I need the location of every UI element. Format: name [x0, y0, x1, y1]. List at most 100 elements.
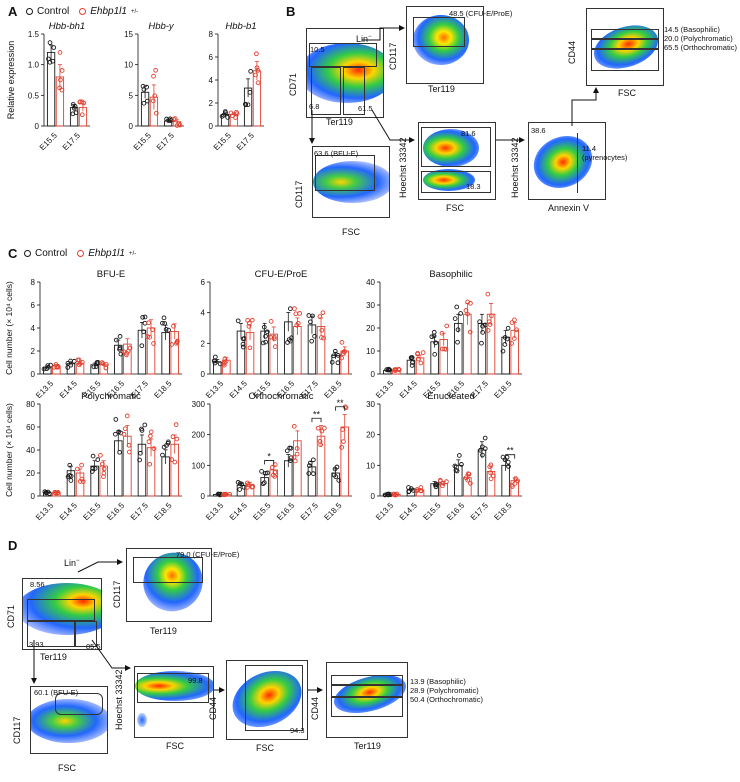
gate-value-annexin-left: 38.6 — [531, 126, 546, 135]
mutant-data-point — [418, 485, 424, 490]
x-tick-label: E14.5 — [58, 501, 80, 523]
control-data-point — [410, 360, 415, 365]
mutant-data-point — [255, 80, 261, 86]
y-tick-label: 0 — [201, 492, 206, 501]
d-axis-fsc-hoechst: FSC — [166, 741, 184, 751]
y-tick-label: 15 — [124, 30, 133, 39]
x-tick-label: E13.5 — [204, 501, 226, 523]
x-tick-label: E15.5 — [421, 501, 443, 523]
y-tick-label: 30 — [366, 301, 375, 310]
control-data-point — [310, 313, 315, 319]
control-data-point — [260, 481, 266, 487]
y-tick-label: 2 — [209, 99, 214, 108]
mutant-data-point — [319, 327, 325, 333]
y-tick-label: 40 — [366, 278, 375, 287]
x-tick-label: E17.5 — [299, 501, 321, 523]
y-tick-label: 60 — [26, 423, 35, 432]
gate-value-hoechst-bottom: 18.3 — [466, 182, 481, 191]
axis-annexin: Annexin V — [548, 203, 590, 213]
mutant-data-point — [510, 484, 515, 489]
mutant-data-point — [512, 317, 517, 323]
mutant-data-point — [146, 320, 151, 326]
mutant-data-point — [294, 322, 300, 328]
control-data-point — [263, 333, 268, 339]
mutant-data-point — [147, 433, 153, 439]
control-data-point — [68, 473, 74, 479]
chart-title: Hbb-y — [148, 21, 175, 32]
d-axis-fsc-cd44: FSC — [256, 743, 274, 753]
mutant-data-point — [122, 426, 128, 432]
control-marker-icon — [24, 250, 31, 257]
control-data-point — [505, 325, 511, 331]
control-data-point — [409, 363, 415, 368]
mutant-data-point — [294, 451, 300, 457]
control-data-point — [160, 452, 165, 458]
control-data-point — [500, 454, 506, 460]
mutant-data-point — [103, 365, 109, 371]
control-data-point — [142, 314, 148, 320]
control-data-point — [140, 314, 146, 320]
control-data-point — [141, 329, 146, 335]
chart-title: Polychromatic — [81, 391, 141, 402]
control-data-point — [235, 318, 241, 324]
mutant-data-point — [152, 93, 158, 99]
x-tick-label: E14.5 — [228, 501, 250, 523]
mutant-data-point — [465, 311, 470, 317]
mutant-data-point — [174, 436, 180, 442]
mutant-data-point — [468, 300, 473, 306]
mutant-data-point — [414, 487, 420, 492]
control-data-point — [306, 471, 312, 476]
x-tick-label: E16.5 — [105, 501, 127, 523]
axis-fsc-hoechst: FSC — [446, 203, 464, 213]
axis-fsc-bfu: FSC — [342, 227, 360, 237]
y-tick-label: 8 — [31, 278, 36, 287]
mutant-data-point — [463, 308, 469, 313]
mutant-data-point — [321, 335, 326, 341]
control-data-point — [408, 486, 414, 492]
mutant-data-point — [415, 351, 420, 357]
gate-value-cfu: 48.5 (CFU-E/ProE) — [449, 9, 513, 18]
control-data-point — [141, 87, 147, 92]
mutant-data-point — [101, 466, 107, 472]
control-data-point — [384, 367, 389, 372]
y-tick-label: 30 — [366, 400, 375, 409]
mutant-data-point — [75, 357, 81, 363]
control-data-point — [260, 340, 266, 346]
mutant-data-point — [444, 323, 450, 329]
gate-value-bfu-plot: 63.6 (BFU-E) — [314, 149, 359, 158]
x-tick-label: E14.5 — [398, 501, 420, 523]
mutant-data-point — [245, 318, 251, 323]
control-data-point — [89, 469, 95, 474]
axis-ter119: Ter119 — [326, 117, 353, 127]
mutant-data-point — [57, 50, 63, 55]
mutant-data-point — [125, 349, 131, 354]
flow-plot-d-main — [22, 578, 102, 650]
mutant-data-point — [488, 313, 494, 319]
control-data-point — [335, 353, 341, 358]
gate-value-annexin-right: 11.4 (pyrenocytes) — [582, 144, 628, 162]
mutant-data-point — [234, 111, 240, 117]
significance-bracket — [311, 417, 322, 423]
mutant-data-point — [485, 291, 491, 297]
mutant-data-point — [467, 329, 473, 335]
y-tick-label: 0 — [371, 492, 376, 501]
panel-d-letter: D — [8, 538, 18, 553]
control-data-point — [261, 480, 267, 486]
control-data-point — [480, 330, 485, 335]
x-tick-label: E13.5 — [34, 379, 56, 401]
gate-value-ter119: 61.5 — [358, 104, 373, 113]
mutant-data-point — [76, 362, 82, 368]
gate-value-hoechst-top: 81.6 — [461, 129, 476, 138]
control-data-point — [48, 362, 53, 368]
control-data-point — [311, 457, 316, 463]
axis-fsc-cd44: FSC — [618, 88, 636, 98]
mutant-data-point — [396, 367, 402, 373]
control-data-point — [478, 447, 483, 453]
control-data-point — [329, 359, 335, 365]
significance-label: ** — [507, 446, 515, 456]
flow-plot-annexin — [528, 122, 606, 200]
mutant-data-point — [230, 113, 235, 119]
chart-title: Hbb-bh1 — [49, 21, 85, 32]
mutant-data-point — [55, 490, 60, 496]
mutant-data-point — [174, 339, 180, 345]
